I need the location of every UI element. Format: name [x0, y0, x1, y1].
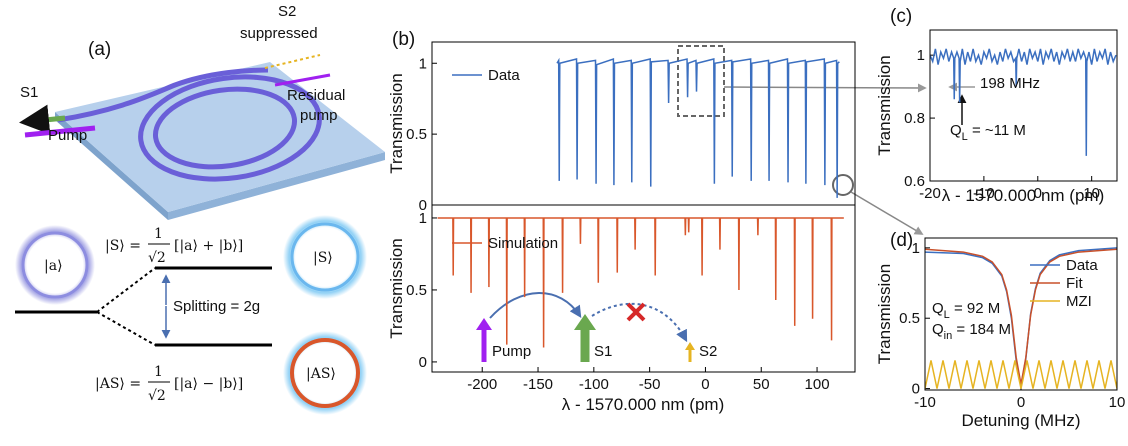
equation: [|a⟩ − |b⟩]	[174, 376, 243, 392]
annotation-text: S2	[699, 343, 717, 360]
line-series	[437, 217, 844, 348]
chip-diagram: (a) S1 Pump S2 suppressed Residual pump …	[15, 3, 385, 415]
annotation-text: Q	[950, 122, 962, 139]
x-tick-label: 0	[701, 376, 709, 393]
x-axis-label: Detuning (MHz)	[961, 411, 1080, 430]
annotation-subscript: L	[944, 309, 950, 321]
ket: |a⟩	[44, 258, 63, 274]
x-axis-label: λ - 1570.000 nm (pm)	[562, 395, 725, 414]
plot-frame	[929, 29, 1118, 182]
annotation-text: 198 MHz	[980, 75, 1040, 92]
panel-label: (c)	[890, 6, 912, 27]
annotation-text: = 92 M	[950, 300, 1000, 317]
x-tick-label: 50	[753, 376, 770, 393]
y-tick-label: 1	[419, 210, 427, 227]
y-tick-label: 0.5	[406, 282, 427, 299]
annotation-text: Q	[932, 300, 944, 317]
equation: 1	[154, 226, 163, 242]
x-tick-label: -150	[523, 376, 553, 393]
line-series	[925, 360, 1117, 389]
plot-frame	[431, 204, 856, 373]
y-axis-label: Transmission	[387, 73, 406, 173]
annotation: S2	[699, 343, 717, 360]
legend-label: Data	[488, 67, 520, 84]
annotation: Qin = 184 M	[932, 321, 1011, 342]
legend-label: Fit	[1066, 275, 1083, 292]
equation: |AS⟩ =	[95, 376, 141, 392]
legend-label: Data	[1066, 257, 1098, 274]
x-tick-label: -20	[919, 185, 941, 202]
y-tick-label: 0	[419, 197, 427, 214]
panel-label: (d)	[890, 230, 913, 251]
legend-label: Simulation	[488, 235, 558, 252]
x-tick-label: -50	[639, 376, 661, 393]
annotation-text: = 184 M	[952, 321, 1011, 338]
x-tick-label: -100	[579, 376, 609, 393]
y-axis-label: Transmission	[875, 264, 894, 364]
ket: |S⟩	[313, 250, 333, 266]
label: Splitting = 2g	[173, 298, 260, 315]
label: S2	[278, 3, 296, 20]
x-tick-label: 10	[1083, 185, 1100, 202]
annotation: QL = 92 M	[932, 300, 1000, 321]
x-tick-label: 0	[1034, 185, 1042, 202]
decorations	[476, 45, 975, 362]
y-tick-label: 0.8	[904, 110, 925, 127]
y-tick-label: 0	[419, 354, 427, 371]
legend-label: MZI	[1066, 293, 1092, 310]
label: Pump	[48, 127, 87, 144]
equation: √2	[148, 388, 166, 404]
y-tick-label: 0.5	[899, 310, 920, 327]
x-tick-label: -10	[914, 394, 936, 411]
x-tick-label: 100	[805, 376, 830, 393]
equation: |S⟩ =	[105, 238, 141, 254]
annotation-text: S1	[594, 343, 612, 360]
y-tick-label: 1	[917, 47, 925, 64]
plot-frame	[924, 237, 1118, 391]
y-tick-label: 0.6	[904, 173, 925, 190]
equation: 1	[154, 364, 163, 380]
annotation-subscript: L	[962, 131, 968, 143]
label: Residual	[287, 87, 345, 104]
x-tick-label: -200	[467, 376, 497, 393]
y-tick-label: 1	[419, 55, 427, 72]
x-axis-label: λ - 1570.000 nm (pm)	[942, 186, 1105, 205]
y-axis-label: Transmission	[875, 55, 894, 155]
annotation: 198 MHz	[980, 75, 1040, 92]
annotation-subscript: in	[944, 330, 953, 342]
annotation: S1	[594, 343, 612, 360]
equation: √2	[148, 250, 166, 266]
ket: |AS⟩	[306, 366, 336, 382]
annotation: Pump	[492, 343, 531, 360]
x-tick-label: 0	[1017, 394, 1025, 411]
line-series	[925, 248, 1117, 385]
panel-label: (b)	[392, 29, 415, 50]
y-tick-label: 0	[912, 381, 920, 398]
annotation-text: = ~11 M	[968, 122, 1026, 139]
annotation-text: Pump	[492, 343, 531, 360]
annotation-text: Q	[932, 321, 944, 338]
y-axis-label: Transmission	[387, 238, 406, 338]
line-series	[930, 48, 1117, 156]
line-series	[556, 57, 840, 198]
y-tick-label: 1	[912, 240, 920, 257]
y-tick-label: 0.5	[406, 126, 427, 143]
label: pump	[300, 107, 338, 124]
x-tick-label: 10	[1109, 394, 1126, 411]
x-tick-label: -10	[973, 185, 995, 202]
panel-label: (a)	[88, 39, 111, 60]
label: S1	[20, 84, 38, 101]
label: suppressed	[240, 25, 318, 42]
equation: [|a⟩ + |b⟩]	[174, 238, 243, 254]
annotation: QL = ~11 M	[950, 122, 1026, 143]
